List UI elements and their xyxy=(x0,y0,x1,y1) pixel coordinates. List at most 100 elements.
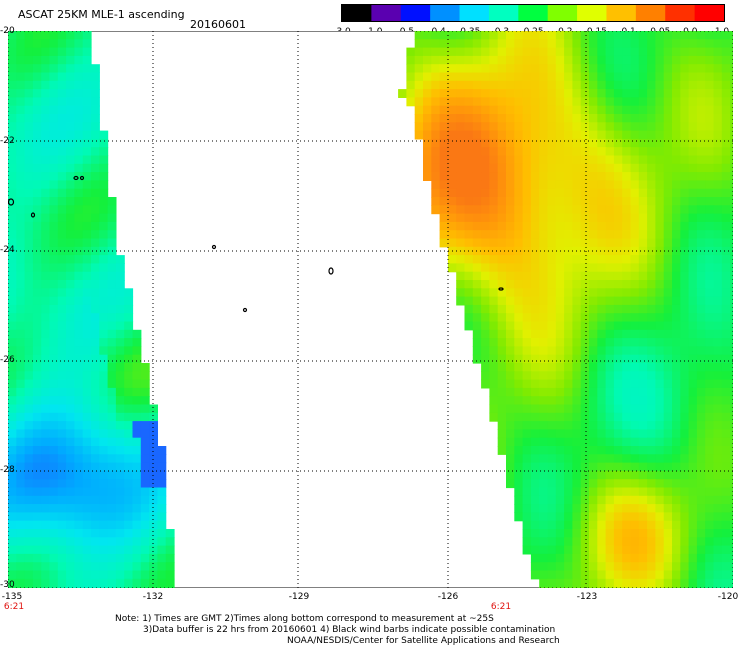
wind-cell xyxy=(514,296,524,306)
wind-cell xyxy=(605,479,615,489)
wind-cell xyxy=(721,404,731,414)
wind-cell xyxy=(630,238,640,248)
wind-cell xyxy=(514,462,524,472)
wind-cell xyxy=(572,520,582,530)
wind-cell xyxy=(655,470,665,480)
wind-cell xyxy=(547,238,557,248)
wind-cell xyxy=(132,354,142,364)
color-scale-swatch xyxy=(371,5,402,21)
wind-cell xyxy=(91,529,100,538)
wind-cell xyxy=(605,338,615,347)
wind-cell xyxy=(41,39,51,49)
wind-cell xyxy=(157,487,167,497)
wind-cell xyxy=(74,304,84,314)
wind-cell xyxy=(713,263,723,273)
wind-cell xyxy=(74,230,84,240)
wind-cell xyxy=(24,446,34,455)
wind-cell xyxy=(57,197,67,206)
wind-cell xyxy=(165,578,175,588)
wind-cell xyxy=(447,263,457,273)
wind-cell xyxy=(157,479,167,489)
wind-cell xyxy=(589,47,598,57)
wind-cell xyxy=(41,89,51,98)
wind-cell xyxy=(688,97,698,107)
wind-cell xyxy=(32,570,42,580)
wind-cell xyxy=(522,512,532,522)
wind-cell xyxy=(91,80,100,90)
wind-cell xyxy=(680,31,690,40)
wind-cell xyxy=(157,504,167,513)
wind-cell xyxy=(514,404,524,414)
wind-cell xyxy=(456,72,466,82)
wind-cell xyxy=(713,72,723,82)
wind-cell xyxy=(481,97,490,107)
wind-cell xyxy=(514,387,524,397)
wind-cell xyxy=(57,454,67,464)
wind-cell xyxy=(447,230,457,240)
wind-cell xyxy=(24,246,34,256)
wind-cell xyxy=(572,263,582,273)
wind-cell xyxy=(622,587,632,588)
wind-cell xyxy=(564,545,573,555)
wind-cell xyxy=(713,89,723,98)
wind-cell xyxy=(514,39,524,49)
wind-cell xyxy=(99,363,109,372)
wind-cell xyxy=(514,155,524,165)
wind-cell xyxy=(589,172,598,181)
wind-cell xyxy=(655,304,665,314)
wind-cell xyxy=(613,354,623,364)
wind-cell xyxy=(439,130,449,140)
wind-cell xyxy=(149,404,158,414)
wind-cell xyxy=(680,437,690,447)
wind-cell xyxy=(132,338,142,347)
wind-cell xyxy=(24,197,34,206)
wind-cell xyxy=(24,80,34,90)
wind-cell xyxy=(721,354,731,364)
wind-cell xyxy=(721,89,731,98)
wind-cell xyxy=(506,97,515,107)
wind-cell xyxy=(57,213,67,223)
wind-cell xyxy=(613,404,623,414)
wind-cell xyxy=(597,487,607,497)
wind-cell xyxy=(622,130,632,140)
wind-cell xyxy=(589,89,598,98)
wind-cell xyxy=(721,64,731,74)
wind-cell xyxy=(655,446,665,455)
wind-cell xyxy=(456,147,466,157)
wind-cell xyxy=(539,437,549,447)
wind-cell xyxy=(115,338,125,347)
wind-cell xyxy=(497,163,507,173)
wind-cell xyxy=(74,288,84,298)
wind-cell xyxy=(580,354,590,364)
wind-cell xyxy=(439,147,449,157)
wind-cell xyxy=(713,47,723,57)
wind-cell xyxy=(647,537,656,547)
wind-cell xyxy=(32,72,42,82)
wind-cell xyxy=(638,421,648,430)
wind-cell xyxy=(655,130,665,140)
wind-cell xyxy=(713,495,723,505)
wind-cell xyxy=(497,180,507,190)
wind-cell xyxy=(713,313,723,323)
wind-cell xyxy=(439,138,449,148)
wind-cell xyxy=(580,553,590,563)
wind-cell xyxy=(647,172,656,181)
wind-cell xyxy=(91,379,100,389)
wind-cell xyxy=(165,553,175,563)
wind-cell xyxy=(688,495,698,505)
wind-cell xyxy=(539,304,549,314)
wind-cell xyxy=(49,454,59,464)
wind-cell xyxy=(32,280,42,289)
wind-cell xyxy=(655,321,665,331)
wind-cell xyxy=(630,72,640,82)
wind-cell xyxy=(115,553,125,563)
wind-cell xyxy=(572,296,582,306)
wind-cell xyxy=(622,529,632,538)
wind-cell xyxy=(555,412,565,422)
wind-cell xyxy=(564,213,573,223)
wind-cell xyxy=(423,80,432,90)
wind-cell xyxy=(730,155,733,165)
wind-cell xyxy=(165,562,175,572)
wind-cell xyxy=(572,47,582,57)
wind-cell xyxy=(16,31,26,40)
